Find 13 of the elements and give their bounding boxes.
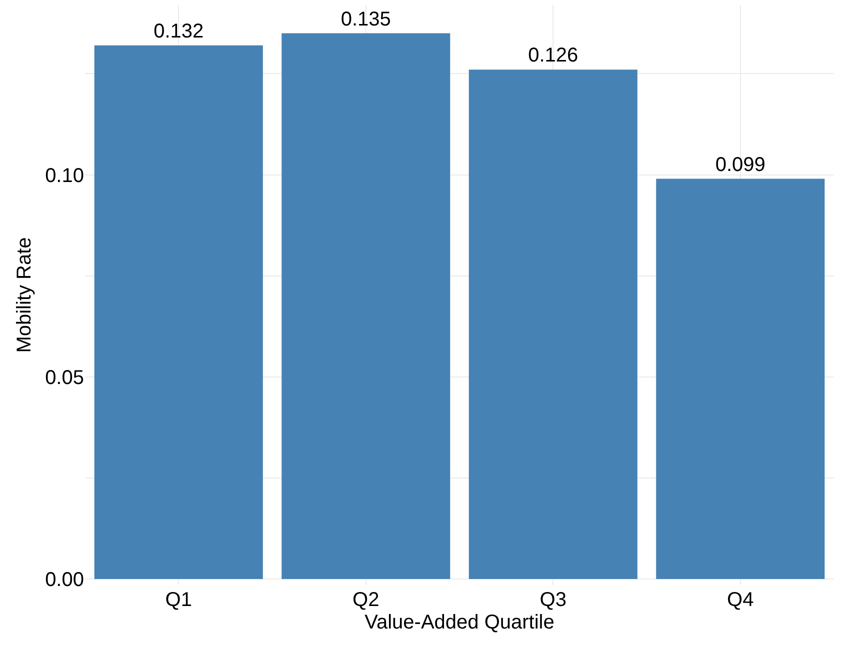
x-tick-label: Q3 — [540, 589, 566, 611]
x-axis-title: Value-Added Quartile — [364, 612, 554, 634]
data-label: 0.099 — [715, 154, 766, 176]
x-tick-label: Q1 — [165, 589, 192, 611]
data-label: 0.126 — [528, 44, 578, 67]
x-tick-label: Q4 — [727, 589, 754, 611]
y-tick-label: 0.10 — [45, 164, 84, 187]
data-label: 0.132 — [154, 20, 204, 42]
x-tick-label: Q2 — [352, 589, 380, 611]
y-tick-label: 0.05 — [45, 366, 84, 389]
y-axis-title: Mobility Rate — [14, 237, 36, 353]
y-tick-label: 0.00 — [45, 568, 84, 591]
data-label: 0.135 — [340, 8, 391, 30]
